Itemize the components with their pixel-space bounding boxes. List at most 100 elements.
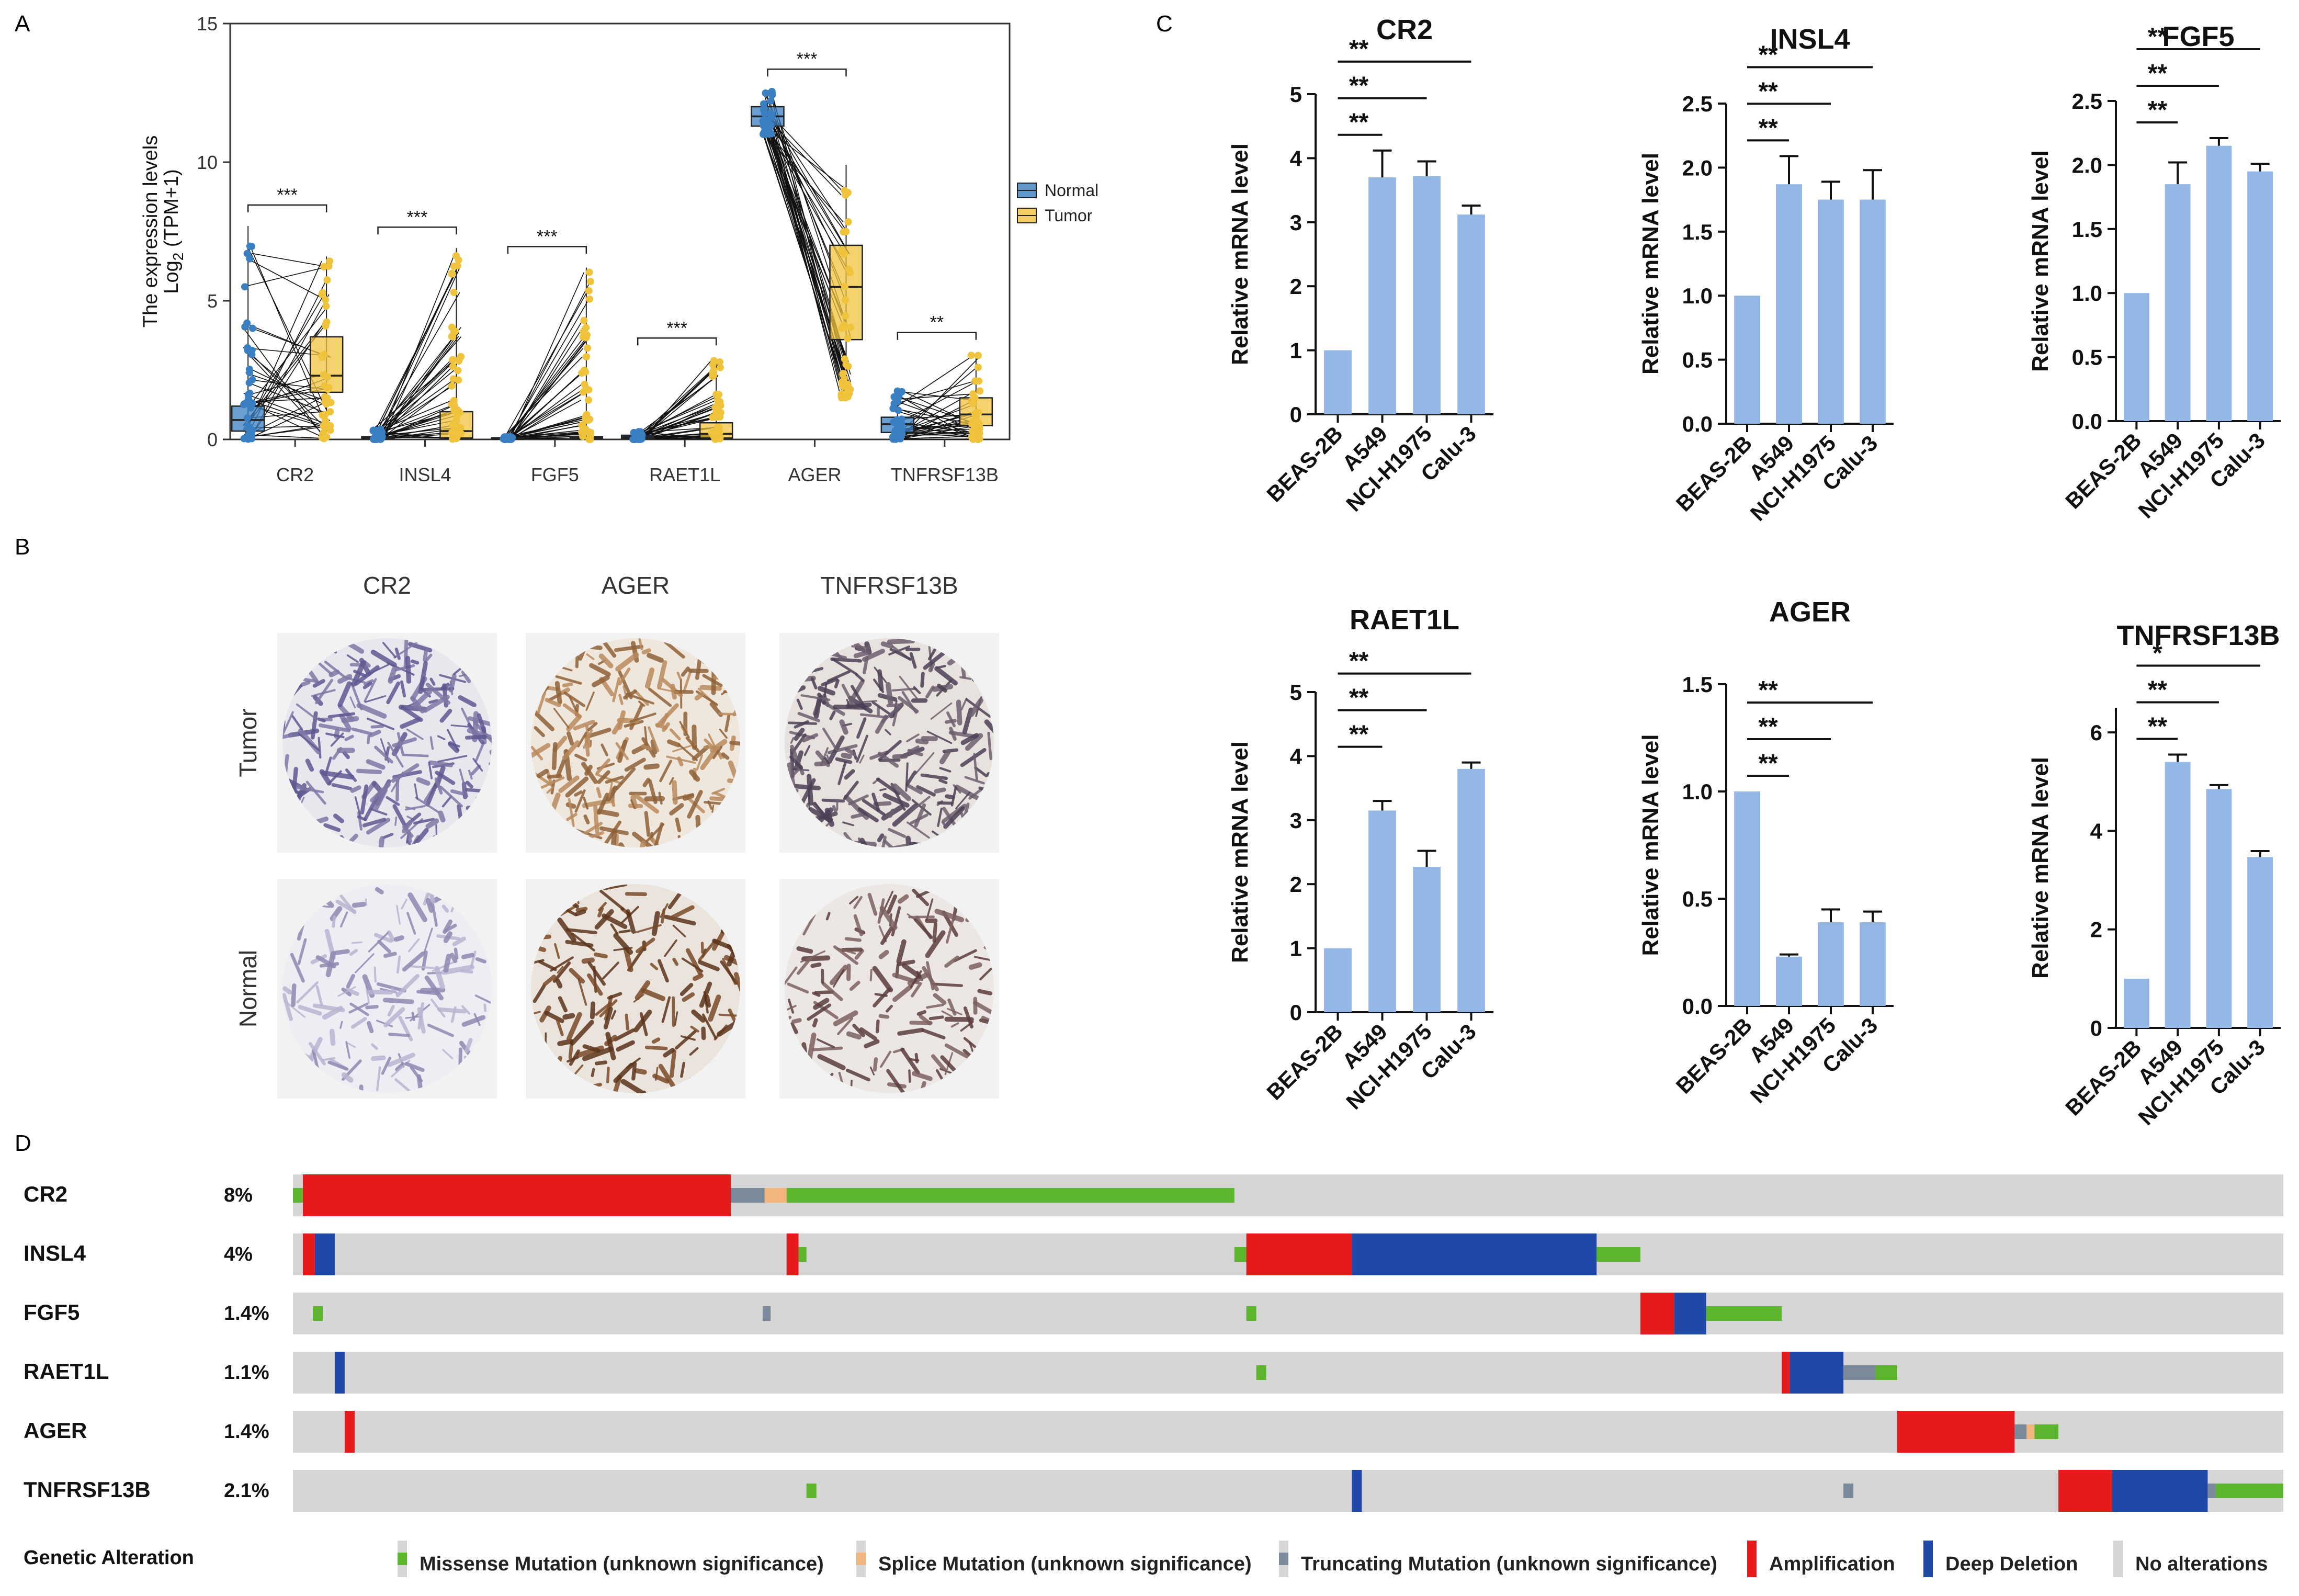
ihc-stain-fiber xyxy=(562,682,573,687)
ihc-stain-fiber xyxy=(922,1028,946,1039)
ihc-stain-fiber xyxy=(934,666,958,686)
ihc-stain-fiber xyxy=(602,961,619,980)
ihc-stain-fiber xyxy=(699,685,722,691)
significance-label: ** xyxy=(2148,96,2168,124)
ihc-stain-fiber xyxy=(891,906,901,936)
ihc-stain-fiber xyxy=(335,899,357,914)
ihc-stain-fiber xyxy=(846,1031,862,1040)
ihc-stain-fiber xyxy=(642,777,651,787)
ihc-stain-fiber xyxy=(690,1025,699,1033)
legend-swatch-deep_deletion xyxy=(1923,1541,1933,1577)
ihc-stain-fiber xyxy=(875,1019,880,1034)
tumor-point xyxy=(709,372,717,380)
ihc-stain-fiber xyxy=(886,1004,893,1013)
ihc-stain-fiber xyxy=(366,759,386,770)
ihc-stain-fiber xyxy=(909,1058,920,1061)
legend-swatch-missense xyxy=(398,1553,407,1565)
normal-point xyxy=(248,243,256,251)
tumor-point xyxy=(712,403,720,411)
ihc-stain-fiber xyxy=(337,986,356,997)
ihc-stain-fiber xyxy=(965,733,983,751)
pair-line xyxy=(642,367,716,437)
chart-title: INSL4 xyxy=(1770,24,1850,55)
significance-label: ** xyxy=(1349,36,1369,63)
ihc-stain-fiber xyxy=(945,794,955,800)
ihc-stain-fiber xyxy=(905,770,917,786)
x-tick-label: INSL4 xyxy=(399,464,451,485)
ihc-stain-fiber xyxy=(369,730,381,738)
alteration-missense xyxy=(2034,1424,2059,1439)
tumor-point xyxy=(970,428,978,436)
y-tick-label: 15 xyxy=(197,13,218,35)
ihc-stain-fiber xyxy=(657,660,667,689)
ihc-stain-fiber xyxy=(575,829,603,840)
pair-line xyxy=(901,432,977,434)
panel-b-ihc: CR2 AGER TNFRSF13B Tumor Normal xyxy=(234,572,999,1099)
tumor-point xyxy=(844,334,852,342)
tumor-point xyxy=(450,406,458,414)
y-tick-label: 1.5 xyxy=(1682,672,1713,697)
normal-point xyxy=(246,424,254,432)
bar xyxy=(1457,768,1485,1012)
ihc-stain-fiber xyxy=(907,972,928,986)
ihc-stain-fiber xyxy=(733,972,740,993)
ihc-stain-fiber xyxy=(636,937,655,954)
ihc-stain-fiber xyxy=(822,727,839,752)
ihc-stain-fiber xyxy=(905,835,912,847)
ihc-stain-fiber xyxy=(394,647,401,660)
ihc-stain-fiber xyxy=(615,742,629,761)
ihc-stain-fiber xyxy=(644,811,651,837)
significance-label: ** xyxy=(1758,676,1778,704)
alteration-splice xyxy=(2026,1424,2035,1439)
ihc-stain-fiber xyxy=(841,684,855,707)
ihc-stain-fiber xyxy=(721,752,730,760)
ihc-stain-fiber xyxy=(591,1068,595,1078)
ihc-stain-fiber xyxy=(663,1048,675,1058)
y-tick-label: 6 xyxy=(2090,720,2102,745)
y-tick-label: 4 xyxy=(2090,819,2103,843)
ihc-stain-fiber xyxy=(911,982,922,998)
ihc-stain-fiber xyxy=(661,908,666,924)
ihc-stain-fiber xyxy=(425,683,451,705)
ihc-stain-fiber xyxy=(428,699,439,704)
pair-line xyxy=(504,389,583,439)
ihc-stain-fiber xyxy=(707,800,713,810)
tumor-point xyxy=(975,434,983,442)
tumor-point xyxy=(585,287,593,295)
ihc-stain-fiber xyxy=(438,810,446,823)
significance-label: ** xyxy=(1758,750,1778,777)
ihc-stain-fiber xyxy=(787,982,809,994)
ihc-stain-fiber xyxy=(928,662,935,673)
ihc-stain-fiber xyxy=(913,918,933,939)
tumor-point xyxy=(842,228,850,235)
alteration-amplification xyxy=(786,1233,799,1275)
ihc-stain-fiber xyxy=(470,950,477,968)
ihc-stain-fiber xyxy=(639,1012,648,1036)
ihc-stain-fiber xyxy=(900,1047,920,1075)
significance-bracket xyxy=(507,246,587,254)
ihc-stain-fiber xyxy=(317,717,326,722)
ihc-stain-fiber xyxy=(877,751,899,768)
ihc-stain-fiber xyxy=(692,973,704,981)
tumor-point xyxy=(449,363,457,370)
y-axis-label: Relative mRNA level xyxy=(1638,153,1663,375)
ihc-stain-fiber xyxy=(655,703,679,728)
x-tick-label: AGER xyxy=(788,464,841,485)
ihc-stain-fiber xyxy=(568,798,575,828)
ihc-stain-fiber xyxy=(936,665,946,669)
normal-point xyxy=(766,89,774,97)
normal-point xyxy=(898,421,905,428)
pair-line xyxy=(380,255,455,439)
ihc-stain-fiber xyxy=(705,994,711,1008)
chart-title: CR2 xyxy=(1376,14,1433,46)
ihc-stain-fiber xyxy=(669,777,674,785)
ihc-stain-fiber xyxy=(844,795,869,820)
ihc-stain-fiber xyxy=(437,735,446,740)
gene-name: INSL4 xyxy=(24,1241,86,1265)
tumor-point xyxy=(969,390,977,398)
ihc-stain-fiber xyxy=(944,955,959,968)
ihc-stain-fiber xyxy=(886,1069,905,1093)
tumor-point xyxy=(326,408,334,416)
tumor-point xyxy=(582,353,590,360)
